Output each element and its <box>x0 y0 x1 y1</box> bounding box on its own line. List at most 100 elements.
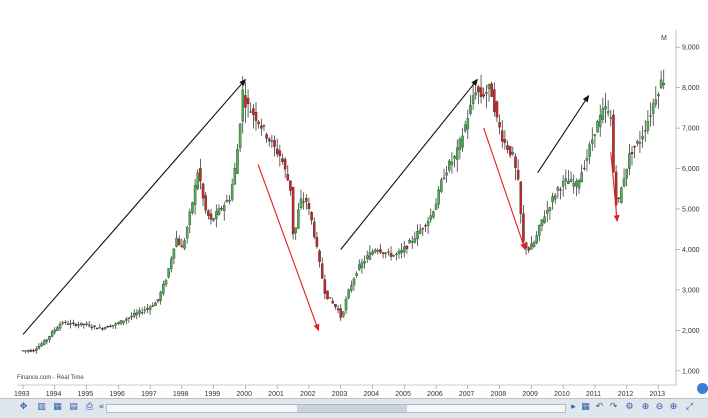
candle-body <box>117 322 120 324</box>
candle-body <box>172 248 176 259</box>
y-axis-ticks: 1,000 2,000 3,000 4,000 5,000 6,000 7,000 8,000… <box>676 45 700 375</box>
candle-body <box>34 348 38 352</box>
price-chart: M 1,000 2,000 3,000 4,000 5,000 6,000 7,000 8,0… <box>14 30 700 398</box>
candle-body <box>148 306 152 310</box>
candle-body <box>305 198 308 202</box>
candle-body <box>109 325 112 328</box>
x-tick-label: 2013 <box>649 391 665 398</box>
candle-body <box>630 152 634 155</box>
candle-body <box>310 211 313 221</box>
candle-body <box>471 95 475 104</box>
reset-zoom-icon[interactable]: ⤢ <box>685 402 694 412</box>
grid-icon[interactable]: ▦ <box>53 402 62 412</box>
x-tick-label: 2007 <box>459 391 475 398</box>
candle-body <box>381 252 385 254</box>
candle-body <box>156 299 160 302</box>
candle-body <box>641 135 644 140</box>
candle-body <box>313 221 316 238</box>
candle-body <box>135 312 139 316</box>
move-icon[interactable]: ✥ <box>19 402 28 412</box>
chart-settings-icon[interactable]: ⚙ <box>625 402 634 412</box>
redo-icon[interactable]: ↷ <box>609 402 618 412</box>
print-icon[interactable]: ⎙ <box>85 402 94 412</box>
candle-body <box>508 146 512 156</box>
candle-body <box>344 298 348 311</box>
candle-body <box>265 134 268 139</box>
candle-body <box>209 213 213 220</box>
candle-body <box>355 273 358 276</box>
candle-body <box>236 148 239 174</box>
scrollbar-thumb[interactable] <box>297 405 407 412</box>
candle-body <box>477 86 480 93</box>
candle-body <box>69 323 72 325</box>
candle-body <box>575 180 578 187</box>
y-tick-label: 3,000 <box>682 287 700 294</box>
candle-body <box>294 227 297 234</box>
y-tick-label: 9,000 <box>682 45 700 52</box>
y-tick-label: 4,000 <box>682 247 700 254</box>
layout-icon[interactable]: ▦ <box>581 402 590 412</box>
candle-body <box>617 197 621 199</box>
trend-arrow <box>22 78 247 335</box>
x-axis-ticks: 1993 1994 1995 1996 1997 1998 1999 2000 2001 2002… <box>14 385 665 398</box>
candle-body <box>87 324 91 327</box>
y-tick-label: 2,000 <box>682 328 700 335</box>
x-tick-label: 2002 <box>300 391 316 398</box>
trend-arrow <box>537 94 590 173</box>
candle-body <box>500 130 504 142</box>
candle-body <box>392 255 395 257</box>
candle-body <box>583 167 586 169</box>
time-scrollbar[interactable] <box>106 404 566 413</box>
candle-body <box>175 237 178 247</box>
x-tick-label: 2003 <box>332 391 348 398</box>
candle-body <box>506 145 509 150</box>
candle-body <box>212 218 215 221</box>
candle-body <box>193 184 197 205</box>
candle-body <box>598 115 602 128</box>
candle-body <box>604 106 607 110</box>
candle-body <box>474 92 478 96</box>
y-tick-label: 7,000 <box>682 126 700 133</box>
candle-body <box>638 142 642 144</box>
y-unit-label: M <box>661 35 667 42</box>
scroll-to-latest-button[interactable] <box>697 383 708 394</box>
indicator-icon[interactable]: ▤ <box>69 402 78 412</box>
candle-body <box>283 159 287 170</box>
x-tick-label: 2001 <box>268 391 284 398</box>
y-tick-label: 5,000 <box>682 207 700 214</box>
candle-body <box>591 139 594 144</box>
zoom-in-icon[interactable]: ⊕ <box>669 402 678 412</box>
candle-body <box>432 211 435 218</box>
candle-body <box>262 125 266 127</box>
candle-body <box>368 252 372 260</box>
candle-body <box>559 189 562 191</box>
scroll-left-fast-icon[interactable]: « <box>98 402 105 412</box>
candle-body <box>82 323 86 326</box>
candle-body <box>516 169 520 180</box>
candle-body <box>609 117 613 119</box>
candle-body <box>164 280 168 285</box>
candle-body <box>40 343 43 347</box>
candle-body <box>365 255 369 259</box>
candle-body <box>159 291 162 301</box>
scroll-right-icon[interactable]: ▸ <box>571 402 576 412</box>
candle-body <box>628 153 631 169</box>
undo-icon[interactable]: ↶ <box>595 402 604 412</box>
candle-body <box>29 350 33 352</box>
candle-body <box>281 158 284 163</box>
x-tick-label: 1995 <box>78 391 94 398</box>
zoom-out-icon[interactable]: ⊖ <box>655 402 664 412</box>
candle-type-icon[interactable]: ▥ <box>37 402 46 412</box>
candle-body <box>538 225 541 236</box>
candle-body <box>90 326 94 329</box>
candle-body <box>167 268 170 278</box>
candle-body <box>323 279 327 294</box>
candle-body <box>207 210 210 216</box>
candle-body <box>61 322 64 324</box>
zoom-area-icon[interactable]: ⊕ <box>641 402 650 412</box>
candle-body <box>622 178 626 187</box>
candle-body <box>403 246 406 253</box>
candle-body <box>228 199 231 202</box>
candle-body <box>95 327 99 330</box>
candle-body <box>410 241 414 243</box>
